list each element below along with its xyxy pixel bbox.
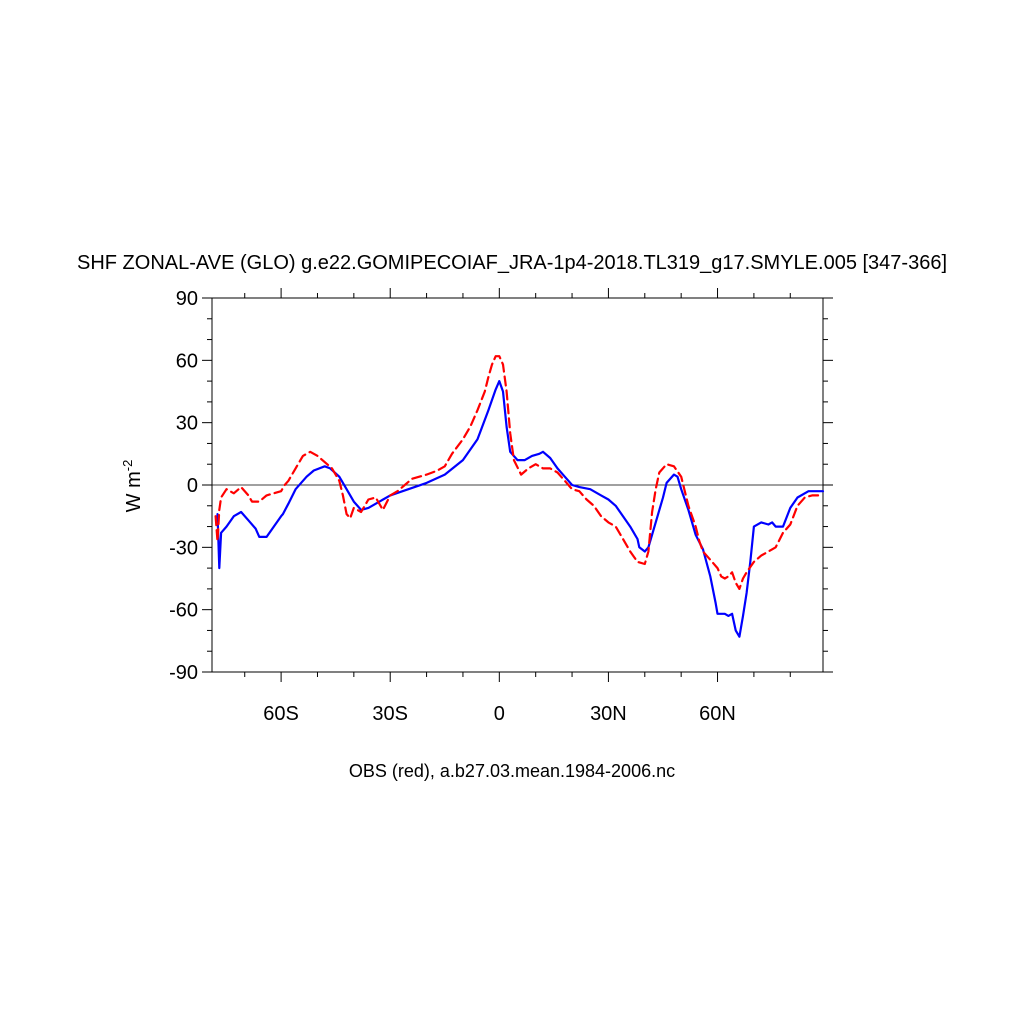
series-line-model [216,380,825,638]
x-tick-label: 30S [372,703,408,725]
y-tick-label: 0 [187,475,198,497]
y-tick-label: 60 [176,350,198,372]
chart-title: SHF ZONAL-AVE (GLO) g.e22.GOMIPECOIAF_JR… [77,252,947,274]
y-axis-ticks: 90 60 30 0 -30 -60 -90 [169,288,833,684]
y-axis-label: W m-2 [120,460,145,513]
y-tick-label: -30 [169,537,198,559]
series-layer [214,355,825,638]
x-axis-ticks: 60S 30S 0 30N 60N [244,288,791,725]
y-tick-label: 30 [176,413,198,435]
series-line-obs [214,355,821,591]
x-tick-label: 60S [263,703,299,725]
y-tick-label: -90 [169,662,198,684]
y-tick-label: 90 [176,288,198,310]
chart-caption: OBS (red), a.b27.03.mean.1984-2006.nc [349,761,675,781]
x-tick-label: 0 [494,703,505,725]
y-axis-label-base: W m [123,471,145,512]
y-axis-label-exponent: -2 [120,460,135,472]
x-tick-label: 60N [699,703,736,725]
y-tick-label: -60 [169,600,198,622]
x-tick-label: 30N [590,703,627,725]
